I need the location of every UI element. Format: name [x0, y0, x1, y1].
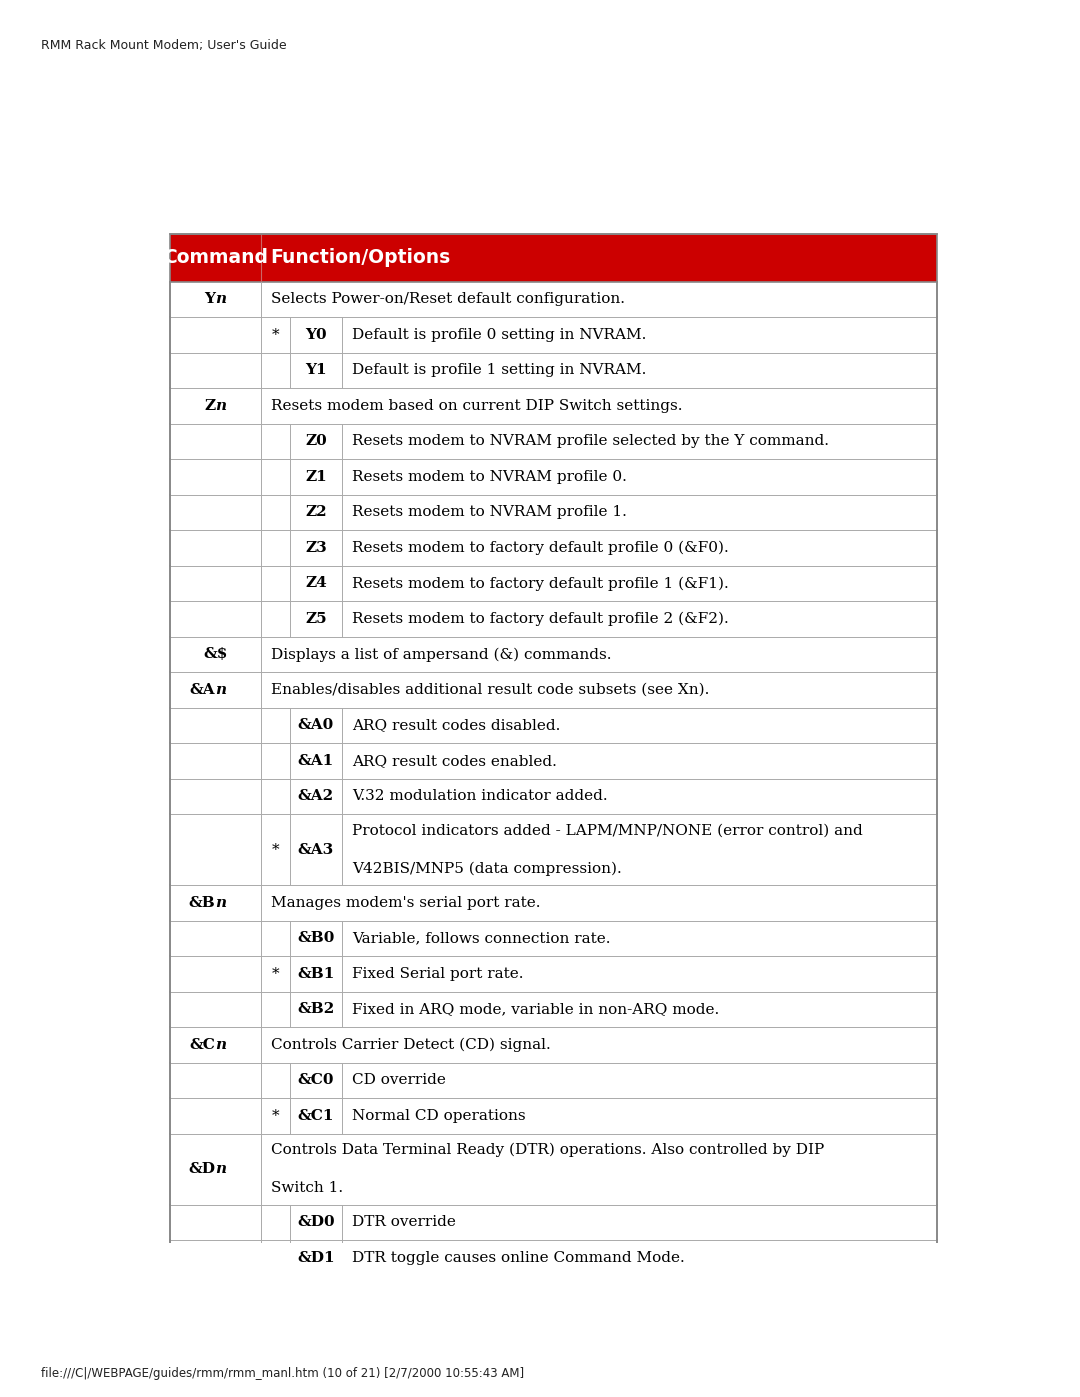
Text: Command: Command: [163, 249, 268, 267]
Text: Controls Data Terminal Ready (DTR) operations. Also controlled by DIP: Controls Data Terminal Ready (DTR) opera…: [271, 1143, 824, 1157]
Text: Y1: Y1: [305, 363, 326, 377]
Text: Selects Power-on/Reset default configuration.: Selects Power-on/Reset default configura…: [271, 292, 624, 306]
Text: *: *: [271, 1109, 279, 1123]
Text: Fixed in ARQ mode, variable in non-ARQ mode.: Fixed in ARQ mode, variable in non-ARQ m…: [352, 1003, 719, 1017]
Text: n: n: [215, 292, 227, 306]
Text: Z: Z: [204, 400, 215, 414]
Text: Function/Options: Function/Options: [271, 249, 451, 267]
Text: n: n: [215, 895, 227, 909]
Text: &A: &A: [190, 683, 215, 697]
Text: V42BIS/MNP5 (data compression).: V42BIS/MNP5 (data compression).: [352, 862, 622, 876]
Text: Resets modem to NVRAM profile 0.: Resets modem to NVRAM profile 0.: [352, 469, 626, 483]
Text: Z4: Z4: [305, 577, 327, 591]
Text: ARQ result codes enabled.: ARQ result codes enabled.: [352, 754, 557, 768]
Text: *: *: [271, 842, 279, 856]
Text: Z2: Z2: [305, 506, 326, 520]
Text: Resets modem to NVRAM profile 1.: Resets modem to NVRAM profile 1.: [352, 506, 626, 520]
Text: n: n: [215, 400, 227, 414]
Bar: [171, 235, 936, 282]
Text: RMM Rack Mount Modem; User's Guide: RMM Rack Mount Modem; User's Guide: [41, 39, 286, 52]
Text: Displays a list of ampersand (&) commands.: Displays a list of ampersand (&) command…: [271, 647, 611, 662]
Text: &C0: &C0: [298, 1073, 334, 1087]
Text: &A3: &A3: [298, 842, 334, 856]
Text: &D: &D: [188, 1162, 215, 1176]
Text: n: n: [215, 1038, 227, 1052]
Text: Fixed Serial port rate.: Fixed Serial port rate.: [352, 967, 524, 981]
Text: Resets modem to factory default profile 1 (&F1).: Resets modem to factory default profile …: [352, 576, 729, 591]
Text: Controls Carrier Detect (CD) signal.: Controls Carrier Detect (CD) signal.: [271, 1038, 551, 1052]
Text: Z0: Z0: [305, 434, 327, 448]
Text: &B0: &B0: [297, 932, 335, 946]
Text: Switch 1.: Switch 1.: [271, 1182, 342, 1196]
Text: Manages modem's serial port rate.: Manages modem's serial port rate.: [271, 895, 540, 909]
Text: &D0: &D0: [297, 1215, 335, 1229]
Text: Y0: Y0: [305, 328, 326, 342]
Text: Enables/disables additional result code subsets (see X​n).: Enables/disables additional result code …: [271, 683, 710, 697]
Text: DTR override: DTR override: [352, 1215, 456, 1229]
Text: Z5: Z5: [305, 612, 326, 626]
Text: &$: &$: [203, 647, 228, 661]
Text: n: n: [215, 1162, 227, 1176]
Text: &A0: &A0: [298, 718, 334, 732]
Text: CD override: CD override: [352, 1073, 446, 1087]
Text: &D1: &D1: [297, 1250, 335, 1264]
Text: V.32 modulation indicator added.: V.32 modulation indicator added.: [352, 789, 608, 803]
Text: &C1: &C1: [298, 1109, 334, 1123]
Text: &B2: &B2: [297, 1003, 335, 1017]
Text: Default is profile 1 setting in NVRAM.: Default is profile 1 setting in NVRAM.: [352, 363, 646, 377]
Text: Resets modem to factory default profile 2 (&F2).: Resets modem to factory default profile …: [352, 612, 729, 626]
Text: Resets modem to factory default profile 0 (&F0).: Resets modem to factory default profile …: [352, 541, 729, 555]
Text: Normal CD operations: Normal CD operations: [352, 1109, 526, 1123]
Text: DTR toggle causes online Command Mode.: DTR toggle causes online Command Mode.: [352, 1250, 685, 1264]
Text: ARQ result codes disabled.: ARQ result codes disabled.: [352, 718, 561, 732]
Text: Variable, follows connection rate.: Variable, follows connection rate.: [352, 932, 610, 946]
Text: Resets modem based on current DIP Switch settings.: Resets modem based on current DIP Switch…: [271, 400, 683, 414]
Text: file:///C|/WEBPAGE/guides/rmm/rmm_manl.htm (10 of 21) [2/7/2000 10:55:43 AM]: file:///C|/WEBPAGE/guides/rmm/rmm_manl.h…: [41, 1368, 524, 1380]
Text: &A2: &A2: [298, 789, 334, 803]
Text: n: n: [215, 683, 227, 697]
Text: *: *: [271, 967, 279, 981]
Text: Y: Y: [204, 292, 215, 306]
Text: *: *: [271, 328, 279, 342]
Text: Z3: Z3: [305, 541, 327, 555]
Text: Resets modem to NVRAM profile selected by the Y command.: Resets modem to NVRAM profile selected b…: [352, 434, 829, 448]
Text: Protocol indicators added - LAPM/MNP/NONE (error control) and: Protocol indicators added - LAPM/MNP/NON…: [352, 823, 863, 837]
Text: &B: &B: [189, 895, 215, 909]
Text: &C: &C: [189, 1038, 215, 1052]
Text: Default is profile 0 setting in NVRAM.: Default is profile 0 setting in NVRAM.: [352, 328, 646, 342]
Text: Z1: Z1: [305, 469, 327, 483]
Text: &A1: &A1: [298, 754, 334, 768]
Text: &B1: &B1: [297, 967, 335, 981]
